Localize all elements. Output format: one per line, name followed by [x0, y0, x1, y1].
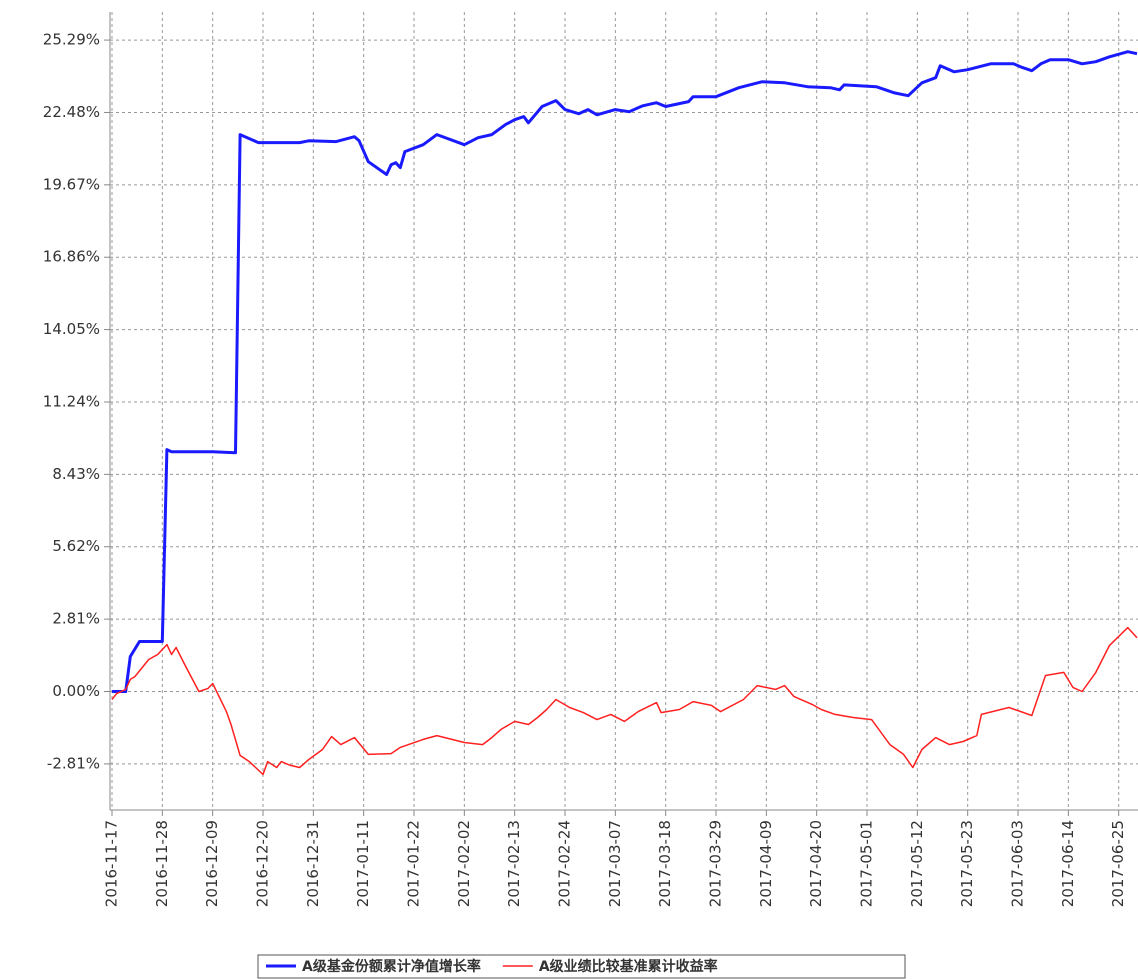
x-tick-label: 2017-03-29	[707, 820, 725, 907]
x-tick-label: 2017-04-20	[807, 820, 825, 907]
x-tick-label: 2017-02-24	[556, 820, 574, 907]
y-tick-label: 25.29%	[43, 31, 100, 49]
x-tick-label: 2017-02-02	[455, 820, 473, 907]
x-tick-label: 2017-04-09	[757, 820, 775, 907]
x-tick-label: 2017-03-18	[656, 820, 674, 907]
x-tick-label: 2017-06-03	[1009, 820, 1027, 907]
y-tick-label: 5.62%	[52, 537, 100, 555]
series-line	[112, 50, 1138, 693]
x-tick-label: 2016-12-09	[203, 820, 221, 907]
legend-label: A级业绩比较基准累计收益率	[539, 958, 718, 975]
y-tick-label: 16.86%	[43, 248, 100, 266]
y-tick-label: 11.24%	[43, 392, 100, 410]
x-tick-label: 2017-06-14	[1059, 820, 1077, 907]
x-tick-label: 2017-06-25	[1109, 820, 1127, 907]
x-tick-label: 2017-01-11	[354, 820, 372, 907]
y-tick-label: 8.43%	[52, 465, 100, 483]
x-tick-label: 2016-12-20	[254, 820, 272, 907]
x-tick-label: 2016-11-17	[103, 820, 121, 907]
y-tick-label: -2.81%	[47, 754, 100, 772]
x-tick-label: 2017-02-13	[505, 820, 523, 907]
y-tick-label: 19.67%	[43, 175, 100, 193]
y-tick-label: 14.05%	[43, 320, 100, 338]
legend-box	[257, 954, 906, 979]
x-tick-label: 2017-05-23	[958, 820, 976, 907]
legend-label: A级基金份额累计净值增长率	[302, 958, 481, 975]
x-tick-label: 2017-01-22	[405, 820, 423, 907]
y-tick-label: 0.00%	[52, 682, 100, 700]
y-tick-label: 22.48%	[43, 103, 100, 121]
series-line	[111, 626, 1138, 776]
x-tick-label: 2016-12-31	[304, 820, 322, 907]
y-tick-label: 2.81%	[52, 610, 100, 628]
x-tick-label: 2017-03-07	[606, 820, 624, 907]
x-tick-label: 2017-05-01	[858, 820, 876, 907]
x-tick-label: 2016-11-28	[153, 820, 171, 907]
x-tick-label: 2017-05-12	[908, 820, 926, 907]
